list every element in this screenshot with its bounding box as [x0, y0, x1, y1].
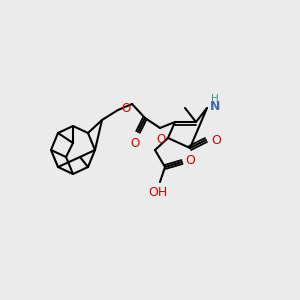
Text: OH: OH — [148, 186, 168, 199]
Text: O: O — [185, 154, 195, 167]
Text: H: H — [211, 94, 219, 104]
Text: O: O — [156, 133, 166, 146]
Text: O: O — [130, 137, 140, 150]
Text: O: O — [211, 134, 221, 146]
Text: N: N — [210, 100, 220, 112]
Text: O: O — [121, 101, 130, 115]
